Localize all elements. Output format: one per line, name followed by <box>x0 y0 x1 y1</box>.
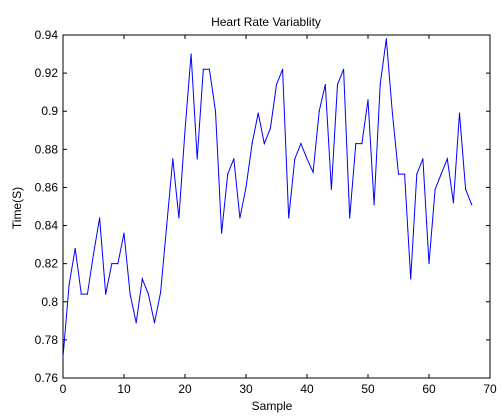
data-point <box>135 322 137 324</box>
data-point <box>123 232 125 234</box>
y-tick-label: 0.86 <box>35 180 59 194</box>
data-point <box>428 263 430 265</box>
x-tick-label: 50 <box>361 382 375 396</box>
data-point <box>404 173 406 175</box>
data-point <box>397 173 400 175</box>
data-point <box>214 110 217 112</box>
y-axis-label: Time(S) <box>10 187 24 229</box>
x-tick-label: 60 <box>422 382 436 396</box>
data-point <box>434 188 436 190</box>
data-point <box>190 53 192 55</box>
y-tick-label: 0.8 <box>41 295 58 309</box>
data-point <box>80 293 82 295</box>
data-point <box>153 322 156 324</box>
data-point <box>318 110 320 112</box>
data-point <box>105 293 107 295</box>
chart-title: Heart Rate Variablity <box>211 15 321 29</box>
data-point <box>92 253 95 255</box>
data-point <box>410 278 412 280</box>
plot-area: 0 10 20 30 40 50 60 70 0.76 0.78 0.8 0.82 0.84 0.86 0.… <box>35 28 497 396</box>
data-point <box>99 217 101 219</box>
x-tick-label: 30 <box>239 382 253 396</box>
data-point <box>251 143 253 145</box>
data-point <box>349 217 351 219</box>
data-point <box>361 143 363 145</box>
data-point <box>86 293 88 295</box>
y-tick-label: 0.76 <box>35 371 59 385</box>
data-point <box>269 127 271 129</box>
data-point <box>452 202 454 204</box>
data-point <box>147 293 149 295</box>
y-tick-label: 0.84 <box>35 219 59 233</box>
data-point <box>221 232 223 234</box>
data-point <box>294 158 296 160</box>
data-point <box>160 291 162 293</box>
data-point <box>129 293 131 295</box>
data-point <box>379 83 381 86</box>
x-axis-label: Sample <box>252 399 293 413</box>
data-point <box>336 83 339 86</box>
data-point <box>465 188 467 190</box>
data-point <box>178 217 180 219</box>
data-point <box>440 173 442 175</box>
data-point <box>300 143 302 145</box>
data-point <box>257 112 259 114</box>
x-tick-label: 10 <box>117 382 131 396</box>
x-tick-label: 20 <box>178 382 192 396</box>
data-point <box>367 99 369 101</box>
y-tick-label: 0.9 <box>41 104 58 118</box>
data-point <box>196 158 198 160</box>
y-tick-label: 0.88 <box>35 142 59 156</box>
data-point <box>184 129 186 131</box>
data-point <box>373 203 375 206</box>
y-tick-label: 0.92 <box>35 66 59 80</box>
series-line <box>62 38 473 358</box>
data-point <box>458 112 461 114</box>
data-point <box>227 173 229 175</box>
x-tick-label: 0 <box>60 382 67 396</box>
data-point <box>239 217 241 219</box>
data-point <box>343 68 345 70</box>
data-point <box>391 112 393 114</box>
y-tick-label: 0.82 <box>35 257 59 271</box>
data-point <box>117 263 119 265</box>
data-point <box>166 224 168 227</box>
data-point <box>288 217 290 219</box>
data-point <box>324 83 326 86</box>
data-point <box>245 186 247 189</box>
x-tick-label: 40 <box>300 382 314 396</box>
data-point <box>471 203 473 206</box>
y-tick-label: 0.78 <box>35 333 59 347</box>
data-point <box>74 247 76 250</box>
data-point <box>385 38 387 40</box>
data-point <box>208 68 210 70</box>
data-point <box>141 278 143 280</box>
data-point <box>62 356 64 358</box>
data-point <box>446 158 448 160</box>
data-point <box>263 143 265 145</box>
data-point <box>416 173 418 175</box>
data-point <box>111 263 113 265</box>
data-point <box>282 68 284 70</box>
y-tick-label: 0.94 <box>35 28 59 42</box>
data-point <box>355 143 357 145</box>
data-point <box>233 158 235 160</box>
data-point <box>202 68 204 70</box>
x-tick-label: 70 <box>483 382 497 396</box>
data-point <box>172 158 174 160</box>
data-point <box>422 158 424 160</box>
data-point <box>68 284 70 286</box>
data-point <box>306 158 308 160</box>
data-point <box>312 171 314 173</box>
data-point <box>330 188 332 190</box>
data-point <box>275 83 278 86</box>
plot-frame <box>62 34 491 379</box>
